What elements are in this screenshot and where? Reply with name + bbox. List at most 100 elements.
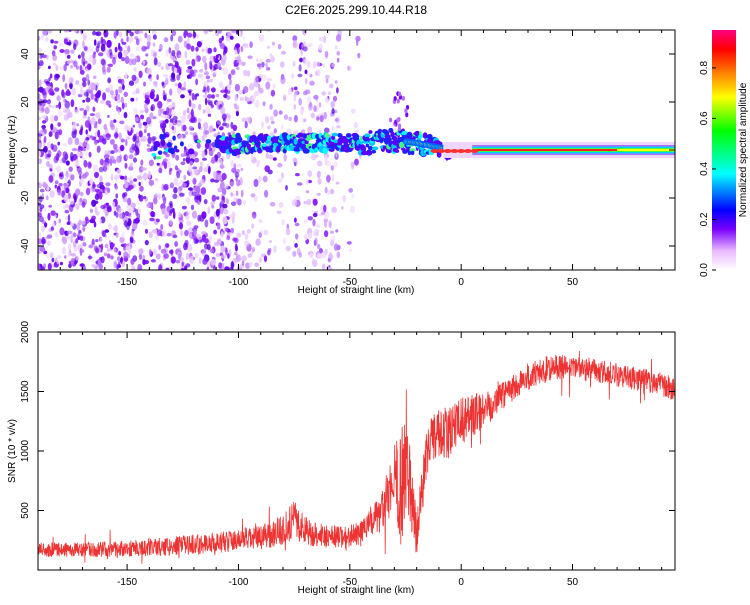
- noise-dot: [327, 30, 331, 37]
- noise-dot: [129, 146, 135, 154]
- noise-dot: [172, 120, 178, 126]
- noise-dot: [64, 255, 67, 259]
- noise-dot: [85, 73, 90, 82]
- noise-dot: [219, 43, 226, 50]
- noise-dot: [207, 206, 211, 215]
- noise-dot: [342, 194, 347, 203]
- noise-dot: [235, 190, 239, 197]
- noise-dot: [143, 195, 147, 200]
- noise-dot: [309, 74, 313, 78]
- noise-dot: [84, 120, 90, 128]
- noise-dot: [59, 65, 64, 71]
- noise-dot: [56, 95, 61, 102]
- noise-dot: [50, 123, 54, 131]
- noise-dot: [157, 101, 163, 109]
- noise-dot: [179, 192, 185, 197]
- noise-dot: [90, 83, 96, 91]
- noise-dot: [186, 220, 192, 226]
- noise-dot: [129, 175, 133, 181]
- noise-dot: [323, 218, 329, 223]
- noise-dot: [209, 55, 215, 63]
- noise-dot: [54, 132, 60, 140]
- noise-dot: [66, 89, 70, 96]
- noise-dot: [150, 259, 156, 263]
- colorbar-ticks: 0.0 0.2 0.4 0.6 0.8: [699, 61, 716, 277]
- noise-dot: [166, 107, 170, 115]
- noise-dot: [124, 56, 130, 64]
- noise-dot: [93, 124, 97, 129]
- noise-dot: [91, 264, 97, 268]
- noise-dot: [184, 131, 189, 135]
- noise-dot: [243, 199, 247, 206]
- noise-dot: [227, 253, 230, 259]
- noise-dot: [51, 257, 55, 263]
- noise-dot: [147, 132, 151, 137]
- noise-dot: [173, 67, 178, 74]
- noise-dot: [302, 46, 308, 52]
- signal-blob: [255, 140, 261, 146]
- signal-blob: [172, 135, 176, 141]
- noise-dot: [293, 114, 298, 123]
- carrier-peak-blob: [430, 149, 439, 153]
- noise-dot: [221, 195, 225, 202]
- signal-blob: [216, 135, 222, 139]
- noise-dot: [173, 187, 178, 194]
- noise-dot: [145, 97, 150, 105]
- noise-dot: [218, 81, 224, 88]
- noise-dot: [43, 136, 47, 143]
- noise-dot: [265, 81, 271, 90]
- noise-dot: [172, 115, 178, 121]
- noise-dot: [58, 218, 62, 224]
- noise-dot: [199, 178, 205, 185]
- noise-dot: [261, 121, 264, 129]
- noise-dot: [75, 188, 81, 196]
- colorbar-label: Normalized spectral amplitude: [738, 82, 749, 217]
- noise-dot: [72, 240, 77, 248]
- noise-dot: [251, 211, 257, 219]
- noise-dot: [144, 32, 148, 39]
- noise-dot: [180, 87, 186, 91]
- noise-dot: [180, 94, 185, 99]
- noise-dot: [170, 34, 174, 42]
- noise-dot: [126, 211, 132, 217]
- noise-dot: [317, 252, 323, 260]
- noise-dot: [201, 249, 207, 257]
- noise-dot: [227, 31, 233, 36]
- noise-dot: [112, 56, 116, 65]
- noise-dot: [94, 140, 98, 146]
- noise-dot: [100, 204, 106, 210]
- noise-dot: [183, 109, 187, 117]
- noise-dot: [257, 175, 262, 182]
- noise-dot: [272, 84, 276, 89]
- noise-dot: [49, 168, 53, 172]
- noise-dot: [310, 153, 317, 161]
- noise-dot: [296, 182, 303, 186]
- noise-dot: [329, 230, 335, 234]
- noise-dot: [198, 257, 202, 264]
- noise-dot: [184, 50, 188, 59]
- noise-dot: [125, 245, 131, 251]
- noise-dot: [324, 157, 328, 166]
- noise-dot: [176, 88, 181, 95]
- noise-dot: [303, 41, 306, 47]
- noise-dot: [263, 229, 269, 236]
- noise-dot: [181, 205, 187, 210]
- noise-dot: [201, 150, 206, 158]
- noise-dot: [215, 54, 219, 59]
- noise-dot: [78, 230, 82, 234]
- noise-dot: [124, 180, 129, 189]
- noise-dot: [149, 91, 155, 100]
- noise-dot: [92, 164, 99, 173]
- snr-xtick-label: 0: [458, 577, 464, 588]
- noise-dot: [273, 109, 278, 117]
- noise-dot: [317, 243, 321, 250]
- noise-dot: [58, 172, 64, 180]
- signal-blob: [371, 146, 379, 151]
- noise-dot: [195, 93, 200, 97]
- noise-dot: [131, 58, 137, 66]
- noise-dot: [113, 159, 117, 164]
- noise-dot: [256, 160, 260, 168]
- noise-dot: [176, 122, 182, 127]
- noise-dot: [160, 125, 165, 131]
- noise-dot: [156, 74, 159, 81]
